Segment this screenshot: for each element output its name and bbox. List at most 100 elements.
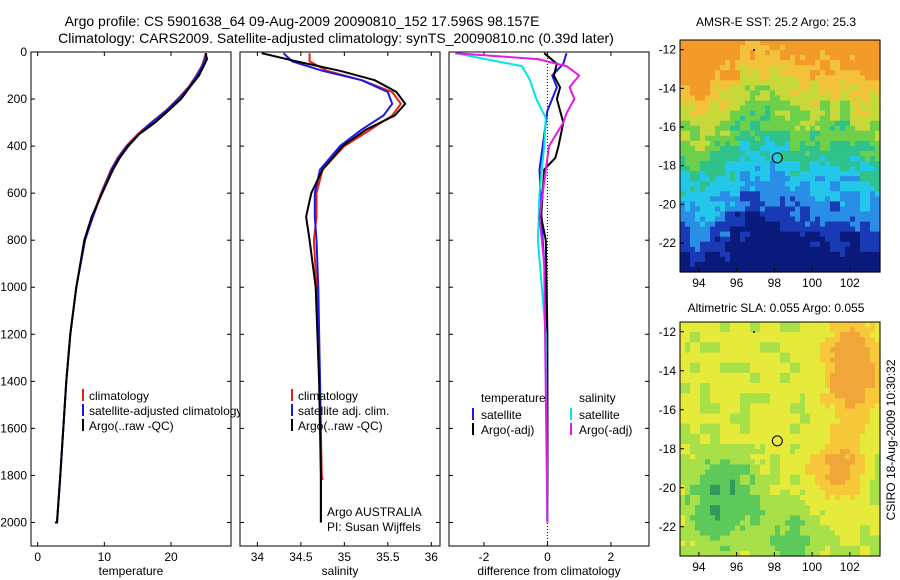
map-cell xyxy=(750,428,756,435)
map-cell xyxy=(710,352,716,359)
map-cell xyxy=(755,161,761,167)
map-cell xyxy=(815,100,821,107)
map-cell xyxy=(815,388,821,394)
map-cell xyxy=(835,90,841,97)
map-cell xyxy=(725,150,731,157)
map-cell xyxy=(700,342,706,349)
map-cell xyxy=(780,459,786,466)
map-cell xyxy=(730,505,736,511)
map-cell xyxy=(780,327,786,333)
map-cell xyxy=(840,408,846,415)
map-cell xyxy=(860,403,866,410)
map-cell xyxy=(765,95,771,102)
map-cell xyxy=(870,206,876,213)
map-cell xyxy=(810,454,816,460)
map-cell xyxy=(770,520,776,527)
map-cell xyxy=(725,550,731,557)
map-cell xyxy=(690,161,696,167)
map-cell xyxy=(875,494,881,501)
map-cell xyxy=(770,115,776,122)
map-cell xyxy=(685,357,691,364)
map-cell xyxy=(810,166,816,172)
map-cell xyxy=(770,75,776,81)
map-cell xyxy=(860,535,866,542)
map-cell xyxy=(715,469,721,476)
legend-label: satellite adj. clim. xyxy=(298,404,389,418)
map-cell xyxy=(865,545,871,552)
y-tick-label: 600 xyxy=(7,186,27,200)
map-cell xyxy=(820,398,826,404)
map-cell xyxy=(770,377,776,384)
map-cell xyxy=(860,352,866,359)
map-cell xyxy=(800,145,806,152)
map-cell xyxy=(690,65,696,71)
map-cell xyxy=(735,191,741,197)
legend-group-title: temperature xyxy=(481,391,546,405)
map-cell xyxy=(760,60,766,66)
map-cell xyxy=(710,231,716,238)
map-cell xyxy=(845,161,851,167)
map-cell xyxy=(785,261,791,268)
map-cell xyxy=(830,100,836,107)
map-cell xyxy=(750,45,756,51)
map-cell xyxy=(845,40,851,46)
map-cell xyxy=(765,535,771,542)
map-cell xyxy=(875,388,881,394)
map-cell xyxy=(785,444,791,450)
map-cell xyxy=(760,474,766,481)
map-cell xyxy=(680,191,686,197)
map-cell xyxy=(815,367,821,374)
map-cell xyxy=(870,181,876,187)
map-cell xyxy=(705,357,711,364)
map-cell xyxy=(690,494,696,501)
map-cell xyxy=(735,444,741,450)
map-cell xyxy=(815,236,821,243)
map-cell xyxy=(870,231,876,238)
map-cell xyxy=(685,449,691,455)
map-cell xyxy=(690,454,696,460)
map-cell xyxy=(875,251,881,258)
map-cell xyxy=(765,479,771,486)
map-cell xyxy=(820,65,826,71)
map-cell xyxy=(855,352,861,359)
map-cell xyxy=(685,85,691,92)
map-cell xyxy=(720,55,726,61)
map-cell xyxy=(855,120,861,127)
map-cell xyxy=(685,130,691,137)
map-cell xyxy=(805,115,811,122)
map-cell xyxy=(680,454,686,460)
map-cell xyxy=(870,115,876,122)
map-cell xyxy=(700,505,706,511)
map-cell xyxy=(770,266,776,273)
map-cell xyxy=(720,236,726,243)
map-cell xyxy=(695,115,701,122)
x-tick-label: 2 xyxy=(608,550,615,564)
map-cell xyxy=(740,45,746,51)
map-cell xyxy=(855,75,861,81)
map-cell xyxy=(860,40,866,46)
map-cell xyxy=(690,206,696,213)
map-cell xyxy=(725,505,731,511)
map-cell xyxy=(700,479,706,486)
map-cell xyxy=(690,176,696,182)
map-cell xyxy=(865,60,871,66)
map-cell xyxy=(685,201,691,208)
map-cell xyxy=(755,145,761,152)
map-cell xyxy=(810,530,816,537)
map-cell xyxy=(795,342,801,349)
map-cell xyxy=(760,115,766,122)
map-cell xyxy=(740,110,746,117)
map-cell xyxy=(700,150,706,157)
map-cell xyxy=(745,525,751,532)
map-cell xyxy=(795,494,801,501)
map-cell xyxy=(755,130,761,137)
map-cell xyxy=(685,398,691,404)
map-cell xyxy=(805,266,811,273)
map-cell xyxy=(765,191,771,197)
map-cell xyxy=(855,433,861,440)
map-cell xyxy=(720,520,726,527)
map-cell xyxy=(690,156,696,162)
map-cell xyxy=(710,236,716,243)
map-cell xyxy=(770,525,776,532)
map-cell xyxy=(760,100,766,107)
